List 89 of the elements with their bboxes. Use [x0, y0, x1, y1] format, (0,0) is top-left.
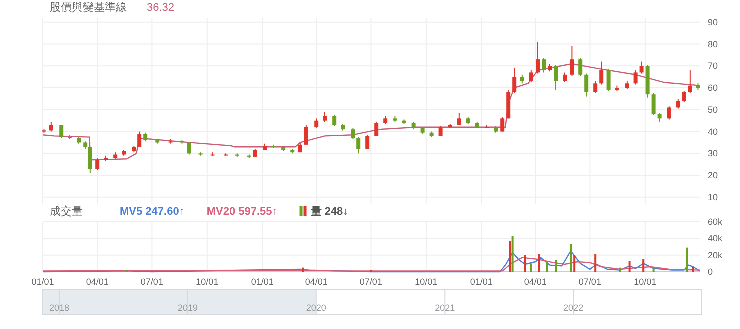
candlestick	[96, 158, 100, 171]
y-tick-label: 30	[708, 148, 718, 159]
bar	[546, 262, 548, 272]
x2-tick-label: 2018	[50, 303, 70, 313]
candlestick	[49, 121, 54, 132]
line-series	[42, 257, 701, 272]
candlestick	[374, 121, 379, 137]
chart-title: 成交量	[50, 205, 83, 218]
candlestick	[554, 64, 558, 91]
candlestick	[652, 92, 656, 116]
x-tick-label: 10/01	[415, 277, 438, 287]
bar	[530, 264, 532, 272]
candlestick	[640, 61, 644, 74]
legend-label: 量 248↓	[310, 206, 349, 218]
x-tick-label: 07/01	[578, 277, 602, 287]
x-tick-label: 04/01	[86, 277, 109, 287]
x-tick-label: 01/01	[32, 277, 54, 287]
x-tick-label: 10/01	[196, 277, 219, 287]
x-tick-label: 07/01	[140, 277, 164, 287]
candlestick	[60, 124, 64, 139]
candlestick	[88, 146, 92, 174]
y-tick-label: 70	[708, 61, 718, 72]
candlestick	[138, 131, 142, 148]
y-tick-label: 40k	[708, 234, 724, 244]
x2-tick-label: 2022	[564, 303, 584, 313]
y-tick-label: 50	[708, 104, 718, 115]
chart-title: 股價與變基準線	[50, 1, 127, 14]
y-tick-label: 10	[708, 192, 718, 202]
candlestick	[682, 90, 686, 103]
x-tick-label: 04/01	[305, 277, 328, 287]
candlestick	[351, 128, 356, 140]
candlestick	[542, 58, 546, 74]
y-tick-label: 0	[708, 267, 714, 277]
x2-tick-label: 2019	[178, 303, 198, 313]
candlestick	[606, 68, 611, 92]
bar	[692, 267, 694, 272]
x-tick-label: 01/01	[470, 277, 493, 287]
y-tick-label: 20k	[708, 250, 724, 260]
candlestick	[563, 72, 567, 84]
candlestick	[512, 68, 517, 94]
y-tick-label: 90	[708, 17, 718, 28]
candlestick	[688, 70, 692, 94]
y-tick-label: 80	[708, 39, 718, 50]
text: MV5 247.60↑	[120, 206, 185, 218]
candlestick	[529, 70, 534, 84]
bar	[509, 241, 512, 272]
y-tick-label: 20	[708, 170, 718, 181]
bar	[555, 260, 557, 272]
bar	[574, 255, 576, 272]
x-tick-label: 04/01	[524, 277, 547, 287]
candlestick	[676, 98, 680, 110]
candlestick	[332, 114, 337, 127]
bar	[524, 255, 526, 272]
candlestick	[578, 58, 583, 76]
candlestick	[500, 117, 505, 132]
x-tick-label: 01/01	[251, 277, 274, 287]
text: 36.32	[147, 2, 175, 14]
bar	[538, 254, 540, 272]
bar	[619, 268, 622, 272]
candlestick	[667, 106, 672, 120]
candlestick	[634, 70, 638, 86]
bar	[570, 244, 572, 272]
bar	[628, 261, 631, 272]
bar	[302, 268, 304, 272]
y-tick-label: 60	[708, 83, 718, 94]
candlestick	[366, 134, 370, 150]
line-series	[42, 250, 701, 273]
x2-tick-label: 2020	[306, 303, 326, 313]
y-tick-label: 40	[708, 126, 718, 137]
bar	[686, 248, 688, 272]
candlestick	[594, 80, 598, 94]
candlestick	[304, 124, 308, 146]
candlestick	[584, 73, 589, 98]
x2-tick-label: 2021	[435, 303, 456, 313]
candlestick	[323, 112, 327, 122]
y-tick-label: 60k	[708, 217, 724, 227]
bar	[652, 268, 655, 272]
candlestick	[600, 61, 604, 86]
bar	[594, 254, 597, 272]
candlestick	[187, 142, 192, 156]
bar	[642, 260, 645, 272]
candlestick	[314, 118, 319, 130]
x-tick-label: 07/01	[360, 277, 382, 287]
candlestick	[457, 112, 462, 126]
candlestick	[356, 136, 361, 154]
candlestick	[536, 42, 540, 74]
candlestick	[570, 46, 574, 76]
text: MV20 597.55↑	[206, 206, 278, 218]
x-tick-label: 10/01	[634, 277, 657, 287]
